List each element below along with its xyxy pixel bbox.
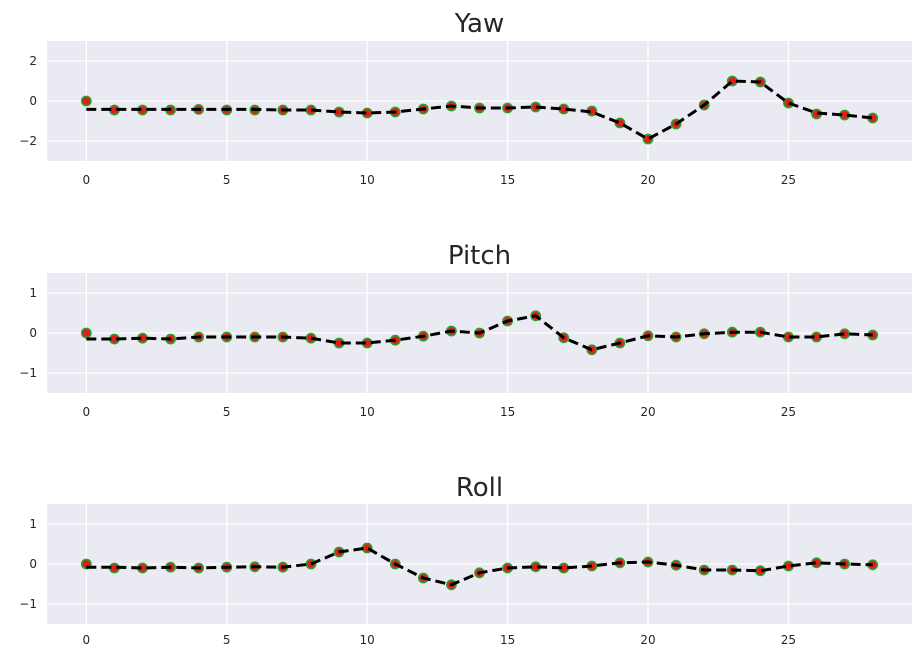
yaw-y-tick-label: 0 bbox=[29, 94, 37, 108]
pitch-data-point bbox=[80, 327, 92, 339]
roll-x-tick-label: 10 bbox=[360, 633, 375, 647]
roll-dashed-line bbox=[86, 546, 873, 587]
pitch-y-tick-label: −1 bbox=[19, 366, 37, 380]
roll-y-tick-label: 1 bbox=[29, 517, 37, 531]
yaw-panel: 0 5 10 15 20 25 −2 0 2 Yaw bbox=[19, 9, 912, 187]
roll-x-tick-label: 25 bbox=[781, 633, 796, 647]
yaw-x-tick-label: 25 bbox=[781, 173, 796, 187]
roll-y-tick-label: −1 bbox=[19, 597, 37, 611]
yaw-x-tick-label: 0 bbox=[82, 173, 90, 187]
yaw-x-tick-label: 5 bbox=[223, 173, 231, 187]
yaw-dashed-line bbox=[86, 79, 873, 141]
pitch-x-tick-label: 10 bbox=[360, 405, 375, 419]
yaw-x-tick-label: 10 bbox=[360, 173, 375, 187]
pitch-x-tick-label: 5 bbox=[223, 405, 231, 419]
pitch-x-tick-label: 25 bbox=[781, 405, 796, 419]
pitch-x-tick-label: 20 bbox=[640, 405, 655, 419]
yaw-data-point bbox=[80, 95, 92, 107]
roll-x-tick-label: 20 bbox=[640, 633, 655, 647]
pitch-dashed-line bbox=[86, 314, 873, 352]
roll-title: Roll bbox=[456, 473, 503, 503]
pitch-x-tick-label: 15 bbox=[500, 405, 515, 419]
roll-y-tick-label: 0 bbox=[29, 557, 37, 571]
roll-x-tick-label: 15 bbox=[500, 633, 515, 647]
roll-x-tick-label: 5 bbox=[223, 633, 231, 647]
yaw-y-tick-label: 2 bbox=[29, 54, 37, 68]
yaw-title: Yaw bbox=[454, 9, 505, 39]
roll-panel: 0 5 10 15 20 25 −1 0 1 Roll bbox=[19, 473, 912, 647]
pitch-x-tick-label: 0 bbox=[82, 405, 90, 419]
pitch-title: Pitch bbox=[448, 241, 511, 271]
roll-x-tick-label: 0 bbox=[82, 633, 90, 647]
yaw-x-tick-label: 15 bbox=[500, 173, 515, 187]
yaw-x-tick-label: 20 bbox=[640, 173, 655, 187]
yaw-y-tick-label: −2 bbox=[19, 134, 37, 148]
pitch-panel: 0 5 10 15 20 25 −1 0 1 Pitch bbox=[19, 241, 912, 419]
pitch-y-tick-label: 0 bbox=[29, 326, 37, 340]
pitch-y-tick-label: 1 bbox=[29, 286, 37, 300]
